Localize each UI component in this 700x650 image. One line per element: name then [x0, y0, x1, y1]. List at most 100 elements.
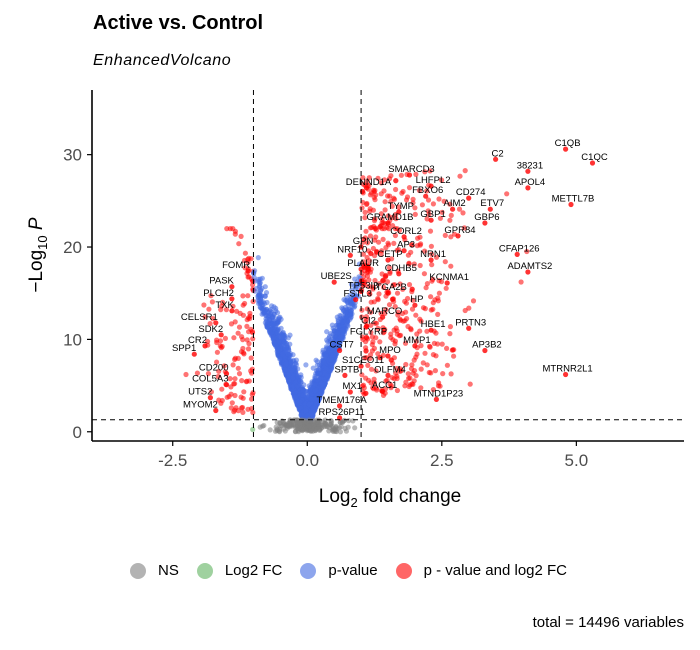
- y-axis-label: −Log10 P: [26, 217, 50, 293]
- data-point: [257, 304, 263, 310]
- data-point: [304, 394, 310, 400]
- data-point: [442, 232, 448, 238]
- gene-label: CD200: [199, 363, 229, 374]
- data-point: [288, 367, 294, 374]
- gene-label: FBXO6: [412, 185, 443, 196]
- data-point: [448, 212, 454, 218]
- data-point: [292, 393, 298, 399]
- data-point: [433, 330, 439, 336]
- data-point: [424, 281, 430, 287]
- data-point: [347, 312, 354, 318]
- gene-point: [363, 185, 370, 191]
- data-point: [218, 307, 224, 313]
- data-point: [312, 387, 318, 394]
- data-point: [242, 250, 248, 256]
- data-point: [224, 226, 230, 232]
- gene-label: LHFPL2: [416, 175, 451, 186]
- data-point: [322, 353, 328, 359]
- data-point: [440, 371, 446, 377]
- data-point: [424, 188, 430, 194]
- gene-point: [358, 266, 364, 272]
- data-point: [413, 171, 419, 177]
- data-point: [394, 290, 401, 296]
- gene-point: [385, 220, 391, 226]
- gene-label: MTND1P23: [414, 388, 464, 399]
- data-point: [369, 224, 375, 231]
- data-point: [232, 356, 238, 363]
- data-point: [337, 334, 343, 340]
- gene-label: GPR84: [444, 225, 475, 236]
- data-point: [241, 389, 247, 395]
- data-point: [379, 216, 385, 222]
- data-point: [383, 245, 389, 251]
- gene-point: [213, 407, 219, 414]
- data-point: [291, 422, 297, 428]
- data-point: [412, 211, 418, 217]
- data-point: [367, 233, 374, 239]
- gene-point: [525, 168, 531, 174]
- data-point: [250, 390, 256, 396]
- data-point: [363, 355, 369, 361]
- data-point: [389, 203, 395, 209]
- gene-point: [363, 334, 370, 341]
- data-point: [260, 423, 266, 429]
- data-point: [240, 409, 246, 415]
- data-point: [282, 349, 288, 355]
- data-point: [310, 412, 316, 418]
- gene-point: [191, 351, 197, 357]
- data-point: [362, 235, 368, 241]
- data-point: [297, 405, 304, 411]
- gene-label: OLFM4: [374, 364, 406, 375]
- data-point: [396, 333, 403, 339]
- gene-label: PRTN3: [455, 317, 486, 328]
- data-point: [428, 370, 434, 376]
- gene-label: DENND1A: [346, 177, 392, 188]
- data-point: [306, 401, 312, 408]
- data-point: [422, 169, 428, 175]
- legend-label: p-value: [328, 562, 378, 579]
- gene-point: [331, 279, 337, 285]
- data-point: [236, 371, 243, 377]
- data-point: [367, 269, 373, 275]
- data-point: [409, 306, 416, 312]
- data-point: [202, 314, 208, 320]
- gene-label: CR2: [188, 335, 207, 346]
- gene-point: [385, 290, 391, 296]
- gene-point: [223, 382, 230, 388]
- gene-label: NRF10: [337, 244, 367, 255]
- data-point: [359, 314, 365, 320]
- data-point: [317, 365, 323, 371]
- data-point: [393, 186, 399, 193]
- gene-point: [428, 327, 434, 333]
- data-point: [394, 375, 400, 382]
- gene-point: [444, 280, 450, 286]
- data-point: [302, 388, 308, 394]
- data-point: [406, 282, 413, 288]
- data-point: [422, 248, 428, 254]
- gene-label: MX1: [343, 381, 363, 392]
- data-point: [417, 234, 423, 240]
- data-point: [429, 262, 435, 268]
- data-point: [383, 307, 389, 313]
- data-point: [245, 293, 251, 299]
- gene-label: GBP1: [420, 209, 445, 220]
- data-point: [417, 262, 423, 269]
- gene-point: [466, 195, 472, 201]
- data-point: [227, 376, 233, 382]
- data-point: [319, 389, 325, 396]
- gene-point: [385, 353, 391, 359]
- data-point: [433, 254, 440, 260]
- data-point: [279, 332, 285, 338]
- data-point: [364, 178, 370, 184]
- data-point: [313, 357, 319, 363]
- scatter-points: [183, 146, 596, 435]
- data-point: [352, 425, 358, 431]
- data-point: [313, 392, 319, 398]
- data-point: [414, 243, 420, 249]
- data-point: [377, 224, 383, 230]
- data-point: [391, 195, 397, 201]
- gene-label: ITGA2B: [373, 282, 407, 293]
- gene-point: [207, 395, 213, 401]
- data-point: [275, 348, 281, 354]
- gene-label: MARCO: [367, 306, 402, 317]
